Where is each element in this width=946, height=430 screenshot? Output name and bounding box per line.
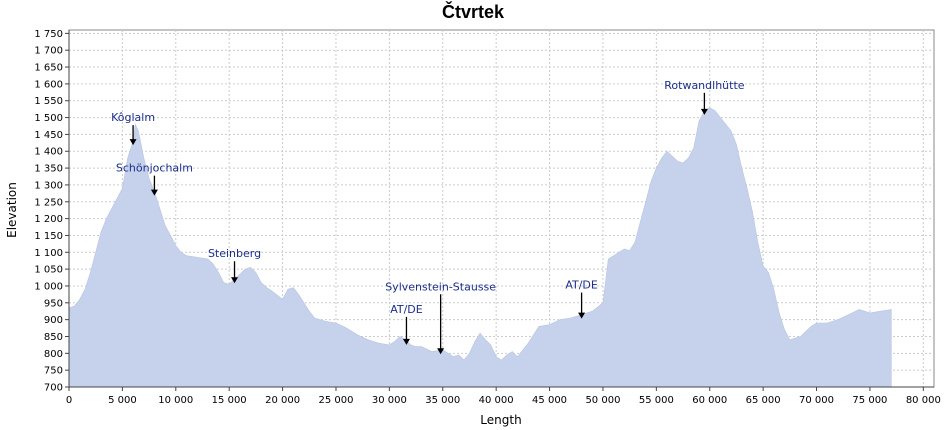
annotation-label: AT/DE [390,303,423,316]
y-tick-label: 1 400 [34,147,63,158]
y-tick-label: 1 250 [34,197,63,208]
x-tick-label: 80 000 [906,395,941,406]
x-tick-label: 60 000 [692,395,727,406]
chart-title: Čtvrtek [441,2,505,22]
y-tick-label: 900 [44,315,63,326]
y-tick-label: 1 350 [34,164,63,175]
annotation-label: Kôglalm [111,111,155,124]
y-tick-label: 750 [44,366,63,377]
elevation-area [68,107,892,388]
y-tick-label: 1 100 [34,248,63,259]
annotation-arrowhead [700,108,708,115]
x-tick-label: 25 000 [318,395,353,406]
y-tick-label: 1 150 [34,231,63,242]
y-tick-label: 1 200 [34,214,63,225]
y-tick-label: 1 550 [34,96,63,107]
y-tick-label: 1 050 [34,265,63,276]
x-tick-label: 30 000 [372,395,407,406]
y-tick-label: 1 500 [34,113,63,124]
x-tick-label: 10 000 [158,395,193,406]
y-tick-label: 1 000 [34,281,63,292]
annotation-label: Schönjochalm [116,162,193,175]
x-tick-label: 5 000 [108,395,137,406]
x-tick-label: 15 000 [212,395,247,406]
x-tick-label: 70 000 [799,395,834,406]
y-tick-label: 850 [44,332,63,343]
x-tick-label: 0 [66,395,72,406]
x-tick-label: 40 000 [479,395,514,406]
annotation-label: Sylvenstein-Stausse [385,280,496,293]
x-tick-label: 75 000 [852,395,887,406]
annotation-arrowhead [578,312,586,319]
y-tick-label: 1 600 [34,79,63,90]
y-axis-title: Elevation [5,182,19,238]
y-tick-label: 800 [44,349,63,360]
y-tick-label: 1 700 [34,46,63,57]
y-tick-label: 700 [44,383,63,394]
annotation-arrowhead [437,348,445,355]
annotation-label: AT/DE [565,279,598,292]
annotation-arrowhead [402,338,410,345]
annotation-arrowhead [129,139,137,146]
annotation-arrowhead [150,189,158,196]
x-tick-label: 55 000 [639,395,674,406]
annotation-label: Rotwandlhütte [664,79,745,92]
x-tick-label: 45 000 [532,395,567,406]
y-tick-label: 950 [44,298,63,309]
y-tick-label: 1 750 [34,29,63,40]
x-tick-label: 20 000 [265,395,300,406]
y-tick-label: 1 650 [34,63,63,74]
annotation-label: Steinberg [208,247,261,260]
x-axis-title: Length [480,413,521,427]
y-tick-label: 1 300 [34,180,63,191]
annotation-arrowhead [231,277,239,284]
x-tick-label: 65 000 [746,395,781,406]
y-tick-label: 1 450 [34,130,63,141]
x-tick-label: 50 000 [585,395,620,406]
x-tick-label: 35 000 [425,395,460,406]
